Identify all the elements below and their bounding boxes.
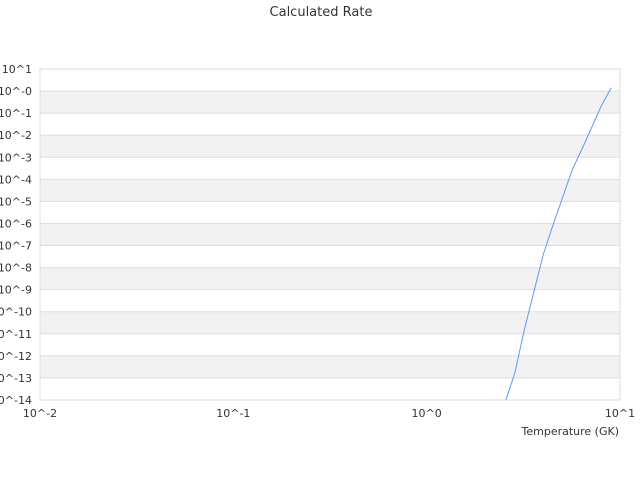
y-tick-label: 10^-4 (0, 173, 32, 186)
grid-bands (40, 91, 620, 378)
y-tick-label: 10^-1 (0, 107, 32, 120)
chart-title: Calculated Rate (270, 5, 373, 20)
grid-band (40, 91, 620, 114)
plot-frame (39, 68, 621, 401)
y-tick-label: 10^-3 (0, 151, 32, 164)
y-tick-label: 10^-7 (0, 240, 32, 253)
series-group (505, 87, 612, 401)
grid-band (40, 355, 620, 378)
y-tick-label: 10^-13 (0, 372, 32, 385)
y-axis-ticks: 10^1 10^-0 10^-1 10^-2 10^-3 10^-4 10^-5 10^-6 1… (0, 63, 32, 407)
x-tick-label: 10^0 (412, 407, 442, 420)
y-tick-label: 10^-0 (0, 85, 32, 98)
x-tick-label: 10^-2 (23, 407, 57, 420)
x-axis-ticks: 10^-2 10^-1 10^0 10^1 (23, 407, 635, 420)
grid-band (40, 223, 620, 246)
y-tick-label: 10^-5 (0, 195, 32, 208)
x-axis-label: Temperature (GK) (521, 425, 620, 438)
x-tick-label: 10^1 (605, 407, 635, 420)
y-tick-label: 10^-12 (0, 350, 32, 363)
y-tick-label: 10^-6 (0, 217, 32, 230)
grid-band (40, 311, 620, 334)
grid-band (40, 179, 620, 202)
y-tick-label: 10^-11 (0, 328, 32, 341)
y-tick-label: 10^-8 (0, 262, 32, 275)
y-tick-label: 10^-10 (0, 306, 32, 319)
y-tick-label: 10^-14 (0, 394, 32, 407)
y-tick-label: 10^-9 (0, 284, 32, 297)
y-tick-label: 10^1 (2, 63, 32, 76)
grid-band (40, 267, 620, 290)
x-tick-label: 10^-1 (216, 407, 250, 420)
y-tick-label: 10^-2 (0, 129, 32, 142)
grid-band (40, 135, 620, 158)
